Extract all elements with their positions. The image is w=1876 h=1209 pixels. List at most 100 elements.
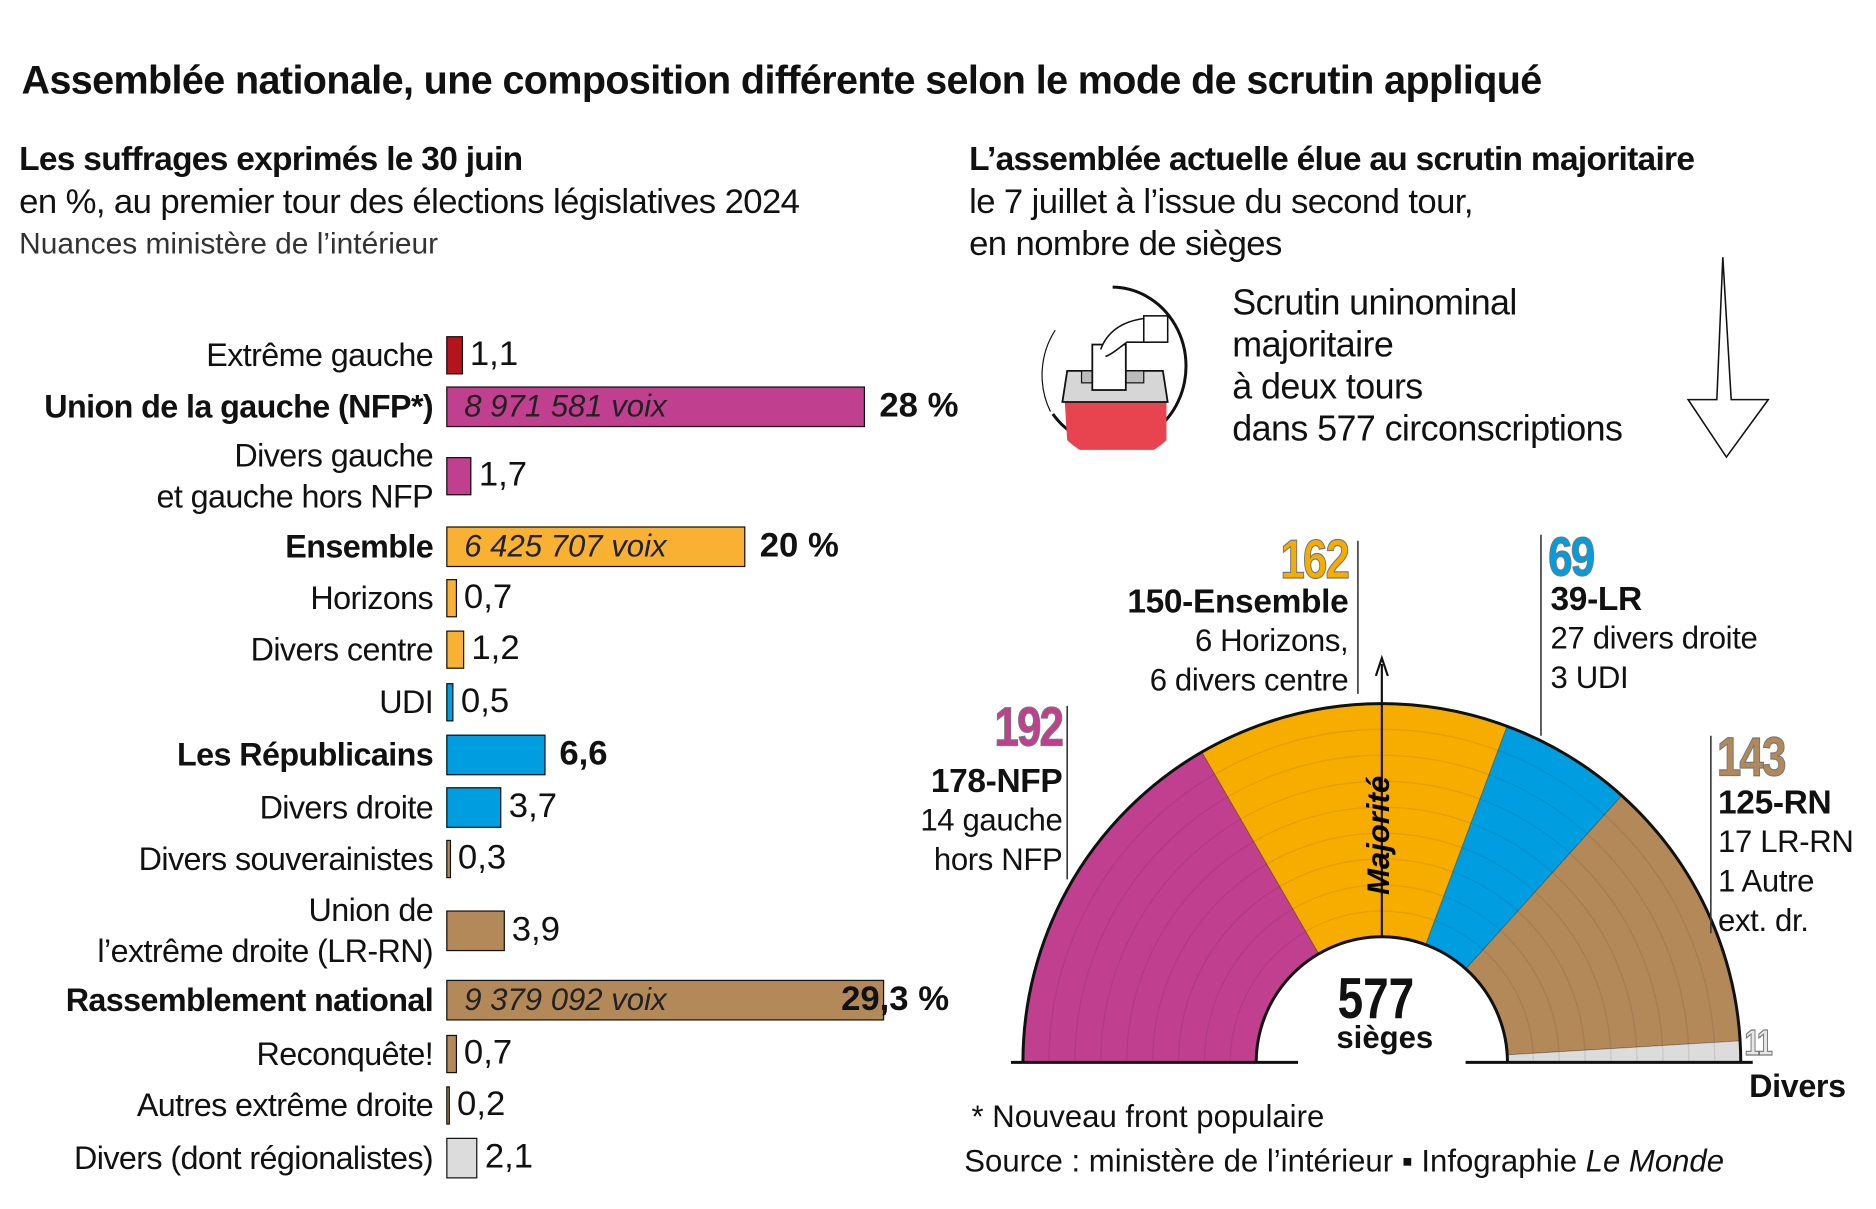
bar-label-line: Divers (dont régionalistes) xyxy=(74,1140,434,1177)
majority-arrow xyxy=(1374,654,1389,937)
bar-label-line: Les Républicains xyxy=(176,736,434,773)
bar xyxy=(446,336,463,375)
seat-total: 11 xyxy=(1744,1024,1773,1065)
mode-line: Scrutin uninominal xyxy=(1232,283,1517,324)
bar xyxy=(446,839,451,879)
bar-label: UDI xyxy=(379,682,433,723)
bar xyxy=(446,734,545,776)
bar-value: 6,6 xyxy=(559,734,608,773)
source-text: Source : ministère de l’intérieur ▪ Info… xyxy=(964,1142,1586,1179)
bar-label: Rassemblement national xyxy=(65,980,434,1021)
bar xyxy=(446,1137,478,1179)
bar-label: Divers centre xyxy=(251,629,434,670)
mode-line: dans 577 circonscriptions xyxy=(1232,409,1623,449)
group-detail: 125-RN 17 LR-RN 1 Autre ext. dr. xyxy=(1718,782,1854,940)
group-detail: 39-LR 27 divers droite 3 UDI xyxy=(1551,579,1758,697)
bar xyxy=(446,579,457,618)
bar-label-line: Divers gauche xyxy=(234,437,434,474)
right-subtitle-2: en nombre de sièges xyxy=(969,224,1282,264)
bar-label-line: Union de xyxy=(308,892,434,929)
vote-count: 6 425 707 voix xyxy=(464,527,667,564)
bar-label: Horizons xyxy=(310,578,433,619)
bar xyxy=(446,386,865,428)
bar-label: Les Républicains xyxy=(176,735,434,776)
right-heading: L’assemblée actuelle élue au scrutin maj… xyxy=(969,139,1695,178)
group-detail-line: 6 divers centre xyxy=(1149,661,1349,698)
source-brand: Le Monde xyxy=(1585,1142,1725,1179)
seat-total: 162 xyxy=(1280,527,1351,590)
bar-value: 1,2 xyxy=(471,629,520,668)
bar-value: 3,9 xyxy=(511,910,561,949)
group-name: 150-Ensemble xyxy=(1127,582,1349,620)
left-heading: Les suffrages exprimés le 30 juin xyxy=(19,139,523,178)
bar-label-line: Divers souverainistes xyxy=(138,841,434,877)
down-arrow-icon xyxy=(1686,257,1770,459)
bar xyxy=(446,630,465,669)
bar-label: Divers souverainistes xyxy=(138,839,434,880)
group-name: 178-NFP xyxy=(930,762,1063,800)
bar-value: 0,7 xyxy=(463,1033,513,1072)
bar-value: 29,3 % xyxy=(841,979,950,1019)
bar-value: 20 % xyxy=(759,526,839,565)
group-detail-line: 17 LR-RN xyxy=(1718,823,1854,860)
bar-label-line: Divers droite xyxy=(259,789,434,826)
total-seats: 577 xyxy=(1337,967,1415,1032)
group-detail: 150-Ensemble 6 Horizons, 6 divers centre xyxy=(1127,581,1348,699)
bar xyxy=(446,787,502,828)
ballot-box-icon xyxy=(1041,285,1188,450)
bar-value: 1,1 xyxy=(469,334,519,374)
bar-value: 2,1 xyxy=(484,1137,534,1177)
left-note: Nuances ministère de l’intérieur xyxy=(19,227,439,261)
voting-mode: Scrutin uninominal majoritaire à deux to… xyxy=(1232,282,1623,449)
group-name: Divers xyxy=(1749,1068,1846,1105)
group-detail-line: 3 UDI xyxy=(1550,659,1629,696)
left-subtitle: en %, au premier tour des élections légi… xyxy=(19,183,800,222)
bar-label-line: Extrême gauche xyxy=(206,337,434,374)
majority-label: Majorité xyxy=(1361,776,1396,895)
group-detail: 178-NFP 14 gauche hors NFP xyxy=(920,761,1062,879)
seat-total: 192 xyxy=(994,695,1065,758)
bar xyxy=(446,979,885,1021)
group-detail-line: 27 divers droite xyxy=(1550,619,1758,656)
bar-label-line: Rassemblement national xyxy=(65,982,434,1019)
bar-label-line: Divers centre xyxy=(250,631,434,668)
bar-value: 3,7 xyxy=(508,787,558,826)
group-detail-line: 1 Autre xyxy=(1718,862,1815,899)
bar-label-line: Horizons xyxy=(310,580,434,617)
bar-label-line: l’extrême droite (LR-RN) xyxy=(97,933,434,970)
bar-value: 0,3 xyxy=(457,838,507,877)
group-detail-line: 6 Horizons, xyxy=(1194,622,1349,659)
bar-label-line: Union de la gauche (NFP*) xyxy=(44,388,434,425)
vote-count: 8 971 581 voix xyxy=(464,387,667,424)
bar-label: Divers gauche et gauche hors NFP xyxy=(157,435,434,516)
group-detail-line: 14 gauche xyxy=(920,801,1063,838)
seat-total: 143 xyxy=(1716,724,1787,788)
group-detail-line: ext. dr. xyxy=(1718,902,1809,938)
bar-value: 0,5 xyxy=(460,681,510,721)
bar-label: Ensemble xyxy=(285,526,433,567)
bar xyxy=(446,526,746,568)
bar-label: Union de l’extrême droite (LR-RN) xyxy=(97,890,433,971)
bar-label: Reconquête! xyxy=(256,1034,433,1075)
bar-label: Union de la gauche (NFP*) xyxy=(44,386,433,427)
bar-label: Autres extrême droite xyxy=(136,1085,434,1126)
bar-label: Divers (dont régionalistes) xyxy=(74,1138,434,1179)
group-detail-line: hors NFP xyxy=(933,841,1063,877)
seat-total: 69 xyxy=(1548,525,1596,588)
group-name: 125-RN xyxy=(1718,783,1832,821)
bar-value: 0,7 xyxy=(463,577,513,617)
right-subtitle-1: le 7 juillet à l’issue du second tour, xyxy=(969,183,1473,222)
bar-label-line: Ensemble xyxy=(285,528,434,565)
mode-line: majoritaire xyxy=(1232,325,1394,365)
bar-label-line: Reconquête! xyxy=(256,1036,434,1072)
total-seats-unit: sièges xyxy=(1336,1019,1434,1056)
bar-label: Extrême gauche xyxy=(206,335,433,376)
mode-line: à deux tours xyxy=(1232,367,1423,407)
bar xyxy=(446,457,472,496)
bar-label-line: UDI xyxy=(379,684,434,721)
bar-label-line: Autres extrême droite xyxy=(136,1087,434,1124)
bar-value: 28 % xyxy=(879,386,959,425)
bar-label-line: et gauche hors NFP xyxy=(156,478,434,515)
bar xyxy=(446,683,454,722)
